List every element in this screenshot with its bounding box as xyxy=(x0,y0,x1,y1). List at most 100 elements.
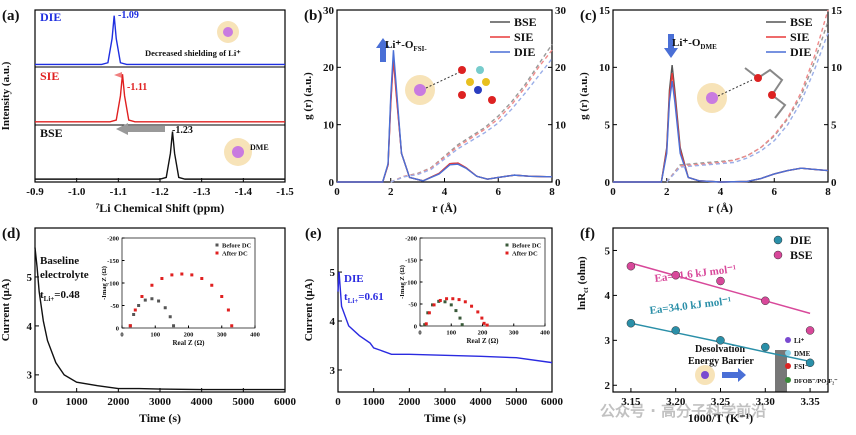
y2-tick-label: 10 xyxy=(831,62,843,74)
point xyxy=(170,273,174,277)
series-name: BSE xyxy=(40,126,63,140)
point xyxy=(445,297,449,301)
y-axis-label: g (r) (a.u.) xyxy=(578,72,590,120)
annotation: Decreased shielding of Li⁺ xyxy=(145,48,241,58)
decor-b xyxy=(376,38,496,105)
point xyxy=(426,311,430,315)
point xyxy=(128,324,132,328)
line xyxy=(35,74,285,123)
x-tick-label: 6 xyxy=(772,186,778,198)
schematic-legend: FSI⁻ xyxy=(794,363,809,371)
line xyxy=(613,81,829,183)
point xyxy=(451,297,455,301)
line xyxy=(613,64,829,183)
t-sub: Li+ xyxy=(348,297,359,305)
line xyxy=(337,50,553,183)
y2-tick-label: 20 xyxy=(555,62,567,74)
point xyxy=(443,300,447,304)
point xyxy=(716,276,725,286)
y2-tick-label: 10 xyxy=(555,120,567,132)
point xyxy=(438,298,442,302)
y2-tick-label: 0 xyxy=(555,177,561,189)
y-axis-label: Current (μA) xyxy=(0,278,12,341)
point xyxy=(424,322,428,326)
point xyxy=(137,304,141,307)
annotation: Baseline xyxy=(40,255,79,267)
y-tick-label: 0 xyxy=(329,177,335,189)
y-axis-label: Intensity (a.u.) xyxy=(0,61,12,130)
x-tick-label: 0 xyxy=(610,186,616,198)
point xyxy=(427,311,431,315)
point xyxy=(168,315,172,319)
point xyxy=(626,319,636,328)
legend-label: SIE xyxy=(514,30,533,44)
series-name: SIE xyxy=(40,69,59,83)
line xyxy=(34,247,285,391)
x-tick-label: 300 xyxy=(509,330,519,337)
x-tick-label: 200 xyxy=(478,330,488,337)
x-tick-label: 0 xyxy=(418,330,421,337)
y2-tick-label: 30 xyxy=(555,5,567,17)
x-tick-label: -1.5 xyxy=(276,186,294,198)
x-tick-label: 5000 xyxy=(232,396,255,408)
panel-label: (e) xyxy=(305,226,322,242)
y-tick-label: 0 xyxy=(414,323,417,330)
point xyxy=(437,299,441,303)
y-tick-label: 30 xyxy=(323,5,335,17)
x-tick-label: 4000 xyxy=(470,396,493,408)
point xyxy=(449,303,453,307)
point xyxy=(476,310,480,314)
point xyxy=(482,321,486,325)
y-tick-label: 4 xyxy=(605,290,611,302)
annotation: Energy Barrier xyxy=(688,356,754,367)
annotation: DME xyxy=(250,143,269,152)
x-axis-label: Time (s) xyxy=(424,411,466,425)
x-tick-label: 4000 xyxy=(191,396,214,408)
ylabel-sub: ct xyxy=(582,287,590,293)
y-tick-label: -150 xyxy=(405,257,417,264)
point xyxy=(805,358,815,368)
x-axis-label: 1000/T (K⁻¹) xyxy=(688,411,753,425)
point xyxy=(716,336,725,345)
transference: tLi+=0.61 xyxy=(344,291,384,305)
x-tick-label: -1.1 xyxy=(110,186,127,198)
x-tick-label: 0 xyxy=(335,396,341,408)
x-tick-label: 3.25 xyxy=(711,396,731,408)
x-tick-label: -1.2 xyxy=(151,186,169,198)
y-tick-label: 15 xyxy=(599,5,611,17)
y-axis-label: -Imag Z (Ω) xyxy=(399,265,406,299)
legend-label: After DC xyxy=(512,251,538,258)
y-tick-label: 4 xyxy=(27,321,33,333)
title-sub: DME xyxy=(700,43,717,51)
ylabel-unit: (ohm) xyxy=(576,256,588,284)
legend-swatch xyxy=(215,251,219,255)
y-tick-label: 4 xyxy=(330,316,336,328)
x-tick-label: 1000 xyxy=(363,396,386,408)
x-axis-label: r (Å) xyxy=(708,201,733,215)
y-axis-label: -Imag Z (Ω) xyxy=(101,266,108,300)
x-tick-label: 8 xyxy=(825,186,831,198)
point xyxy=(460,323,464,327)
inset-background xyxy=(396,234,551,348)
legend-label: After DC xyxy=(222,251,248,258)
x-tick-label: 2000 xyxy=(398,396,421,408)
x-tick-label: -0.9 xyxy=(26,186,44,198)
point xyxy=(761,342,770,352)
point xyxy=(671,270,680,280)
point xyxy=(671,326,680,335)
point xyxy=(140,295,144,298)
decor-a xyxy=(35,21,285,166)
point xyxy=(480,316,484,320)
y-tick-label: 3 xyxy=(330,365,336,377)
legend-label: DIE xyxy=(790,45,811,59)
legend-label: DIE xyxy=(790,233,811,247)
annotation: Ea=34.0 kJ mol⁻¹ xyxy=(649,295,732,317)
y-tick-label: 5 xyxy=(27,272,33,284)
y-tick-label: 10 xyxy=(599,62,611,74)
x-tick-label: 100 xyxy=(150,332,160,339)
y-axis-label: lnRct (ohm) xyxy=(576,256,590,310)
title-main: Li⁺-O xyxy=(385,39,414,51)
legend-swatch xyxy=(773,235,783,245)
line xyxy=(337,58,553,183)
decor-c xyxy=(664,34,787,119)
